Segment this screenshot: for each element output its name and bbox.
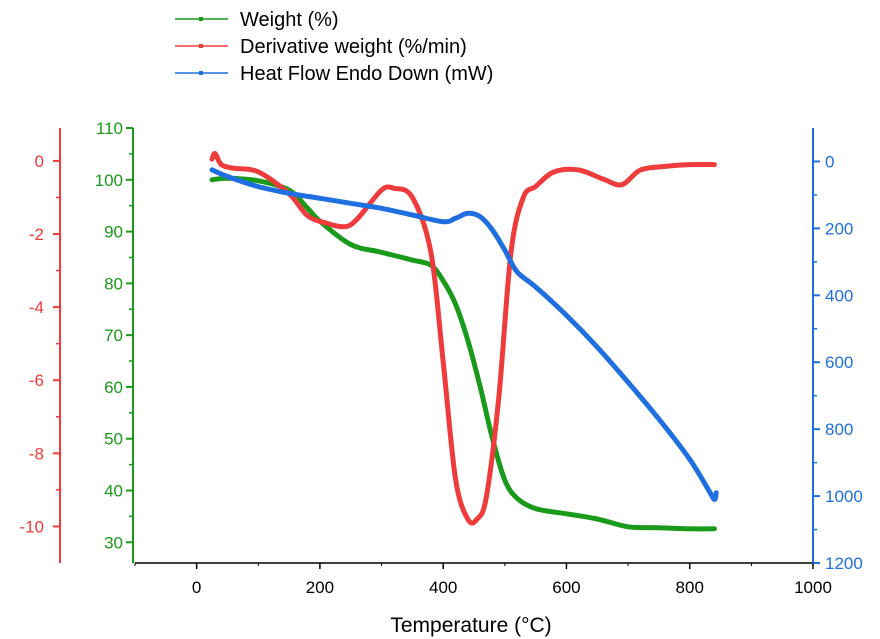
legend-label-0: Weight (%) [240,9,339,31]
derivative-tick-label: -6 [29,371,44,390]
weight-tick-label: 40 [104,482,123,501]
x-tick-label: 1000 [794,578,832,597]
weight-axis: 30 40 50 60 70 80 90 100 110 [95,119,134,563]
legend-label-2: Heat Flow Endo Down (mW) [240,63,493,85]
weight-tick-label: 80 [104,274,123,293]
series-line-2 [209,167,719,502]
weight-tick-label: 90 [104,223,123,242]
derivative-tick-label: -10 [19,517,44,536]
x-tick-label: 600 [552,578,580,597]
x-tick-label: 200 [306,578,334,597]
weight-tick-label: 30 [104,533,123,552]
x-tick-label: 400 [429,578,457,597]
derivative-tick-label: -8 [29,444,44,463]
heatflow-tick-label: 800 [825,420,853,439]
weight-tick-label: 60 [104,378,123,397]
derivative-axis: -10 -8 -6 -4 -2 0 [19,128,61,563]
weight-tick-label: 50 [104,430,123,449]
heatflow-tick-label: 600 [825,353,853,372]
axes: 0 200 400 600 800 1000 30 40 50 60 70 80 90 100 110 -10… [19,119,862,597]
heatflow-tick-label: 400 [825,286,853,305]
heatflow-tick-label: 1000 [825,487,863,506]
weight-tick-label: 70 [104,326,123,345]
heatflow-axis: 0 200 400 600 800 1000 1200 [812,128,863,573]
weight-tick-label: 110 [96,119,123,138]
legend-marker-0 [199,17,203,21]
legend-label-1: Derivative weight (%/min) [240,36,467,58]
legend-marker-2 [199,71,203,75]
legend: Weight (%) Derivative weight (%/min) Heat … [175,9,493,85]
x-tick-label: 800 [676,578,704,597]
weight-tick-label: 100 [95,171,123,190]
x-axis-title: Temperature (°C) [390,614,551,637]
series-line-1 [209,151,717,526]
heatflow-tick-label: 0 [825,152,834,171]
heatflow-tick-label: 200 [825,219,853,238]
derivative-tick-label: 0 [35,152,44,171]
derivative-tick-label: -4 [29,298,44,317]
derivative-tick-label: -2 [29,225,44,244]
x-tick-label: 0 [192,578,201,597]
legend-marker-1 [199,44,203,48]
plot-area [209,151,719,532]
series-line-0 [209,175,717,532]
heatflow-tick-label: 1200 [825,554,863,573]
